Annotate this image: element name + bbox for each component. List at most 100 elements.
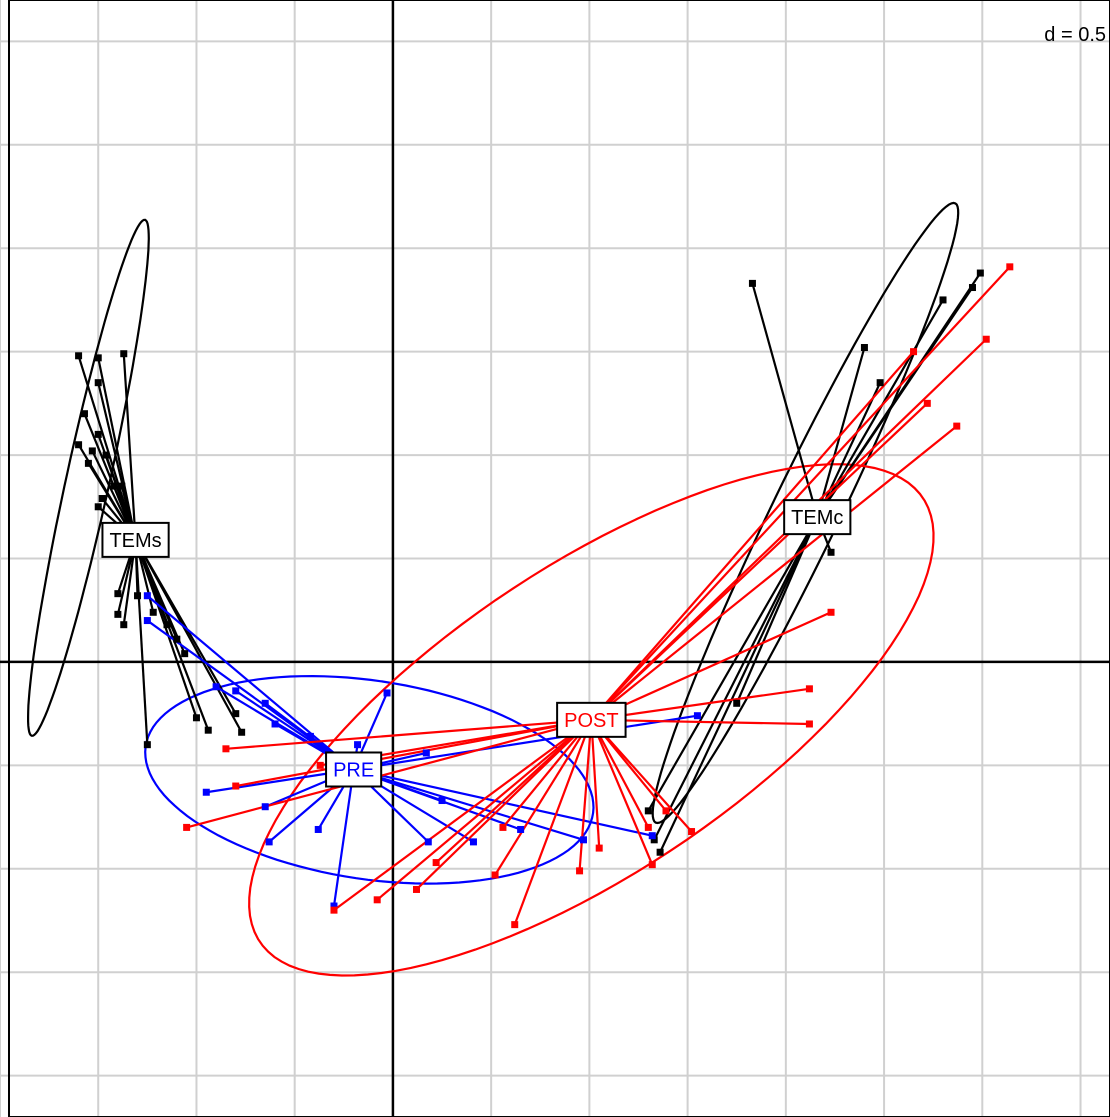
tems-point	[98, 495, 106, 503]
post-point	[648, 861, 656, 869]
tems-point	[114, 610, 122, 618]
post-star-segment	[435, 719, 593, 864]
post-star-segment	[591, 687, 810, 721]
tems-point	[143, 741, 151, 749]
tems-point	[80, 410, 88, 418]
pre-label-text: PRE	[333, 759, 374, 781]
post-point	[232, 782, 240, 790]
post-point	[1006, 263, 1014, 271]
pre-point	[354, 741, 362, 749]
post-star-segment	[590, 425, 958, 721]
tems-point	[149, 608, 157, 616]
pre-point	[202, 788, 210, 796]
tems-star-segment	[122, 353, 137, 540]
post-point	[953, 422, 961, 430]
pre-point	[143, 617, 151, 625]
post-star-segment	[591, 718, 810, 726]
post-point	[183, 823, 191, 831]
temc-star-segment	[816, 286, 974, 518]
tems-point	[94, 503, 102, 511]
temc-label-box	[783, 499, 852, 536]
post-label: POST	[556, 701, 627, 738]
temc-point	[733, 699, 741, 707]
tems-point	[94, 354, 102, 362]
tems-point	[110, 482, 118, 490]
temc-point	[976, 269, 984, 277]
tems-label-text: TEMs	[109, 530, 161, 552]
tems-point	[84, 459, 92, 467]
post-point	[511, 921, 519, 929]
pre-point	[648, 832, 656, 840]
pre-point	[314, 825, 322, 833]
post-point	[805, 720, 813, 728]
tems-point	[232, 710, 240, 718]
pre-point	[330, 902, 338, 910]
group-labels: TEMs TEMc PRE POST	[101, 499, 852, 788]
post-star-segment	[590, 266, 1011, 721]
tems-point	[94, 379, 102, 387]
tems-point	[238, 728, 246, 736]
post-point	[923, 399, 931, 407]
tems-star-segment	[134, 539, 149, 745]
post-point	[491, 871, 499, 879]
post-point	[330, 906, 338, 914]
post-point	[316, 761, 324, 769]
pre-point	[232, 687, 240, 695]
pre-point	[271, 720, 279, 728]
pre-point	[438, 797, 446, 805]
tems-star-segment	[134, 539, 210, 731]
pre-point	[306, 732, 314, 740]
tems-point	[163, 621, 171, 629]
pre-point	[261, 803, 269, 811]
tems-point	[88, 447, 96, 455]
temc-label-text: TEMc	[791, 507, 843, 529]
post-star-segment	[186, 718, 592, 829]
tems-label: TEMs	[101, 521, 170, 558]
tems-point	[173, 635, 181, 643]
temc-point	[650, 836, 658, 844]
tems-point	[120, 350, 128, 358]
post-star-segment	[578, 719, 593, 871]
tems-point	[134, 592, 142, 600]
post-star-segment	[590, 611, 832, 721]
temc-star-segment	[647, 516, 819, 812]
post-point	[910, 348, 918, 356]
pre-point	[383, 689, 391, 697]
tems-point	[94, 430, 102, 438]
tems-ellipse	[27, 218, 150, 737]
pre-label-box	[325, 751, 383, 788]
post-point	[432, 859, 440, 867]
post-star-segment	[376, 719, 593, 901]
tems-point	[118, 482, 126, 490]
post-star-segment	[590, 719, 654, 866]
temc-point	[656, 848, 664, 856]
tems-label-box	[101, 521, 170, 558]
post-star-segment	[590, 719, 601, 849]
temc-point	[860, 344, 868, 352]
tems-point	[75, 441, 83, 449]
post-point	[662, 807, 670, 815]
temc-star-segment	[653, 516, 819, 841]
temc-star-segment	[816, 347, 866, 518]
temc-point	[968, 284, 976, 292]
pre-point	[143, 592, 151, 600]
post-point	[412, 885, 420, 893]
post-label-text: POST	[564, 710, 618, 732]
post-star-segment	[513, 719, 593, 926]
pre-point	[212, 683, 220, 691]
post-star-segment	[590, 402, 929, 721]
pre-star-segment	[332, 769, 355, 907]
post-label-box	[556, 701, 627, 738]
pre-star-segment	[353, 768, 584, 841]
tems-star-segment	[77, 355, 137, 541]
temc-point	[644, 807, 652, 815]
post-point	[373, 896, 381, 904]
tems-point	[181, 650, 189, 658]
post-point	[644, 823, 652, 831]
post-point	[982, 335, 990, 343]
pre-point	[517, 825, 525, 833]
temc-label: TEMc	[783, 499, 852, 536]
pre-point	[469, 838, 477, 846]
